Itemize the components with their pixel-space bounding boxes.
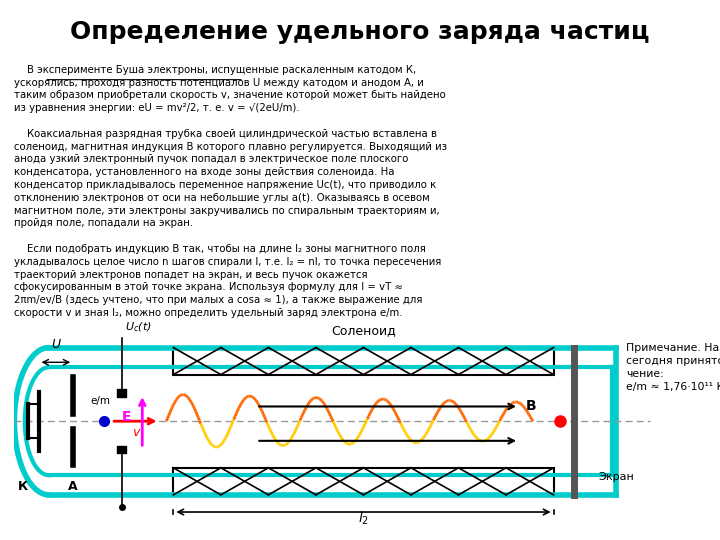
Text: U$_c$(t): U$_c$(t) (125, 321, 152, 334)
Bar (174, 348, 554, 375)
Text: U: U (51, 338, 60, 350)
Text: e/m: e/m (91, 396, 111, 406)
Text: Экран: Экран (598, 472, 634, 482)
Text: А: А (68, 480, 78, 493)
Text: Определение удельного заряда частиц: Определение удельного заряда частиц (71, 21, 649, 44)
Text: $l_2$: $l_2$ (358, 510, 369, 527)
Text: E: E (122, 410, 131, 424)
Bar (174, 468, 554, 495)
Text: v: v (132, 426, 139, 439)
Text: Соленоид: Соленоид (331, 324, 396, 337)
Text: Примечание. На
сегодня принято зна-
чение:
e/m ≈ 1,76·10¹¹ Кл/кг: Примечание. На сегодня принято зна- чени… (626, 343, 720, 392)
Text: К: К (18, 480, 29, 493)
Text: В эксперименте Буша электроны, испущенные раскаленным катодом К,
ускорялись, про: В эксперименте Буша электроны, испущенны… (14, 65, 447, 318)
Text: B: B (526, 400, 536, 414)
